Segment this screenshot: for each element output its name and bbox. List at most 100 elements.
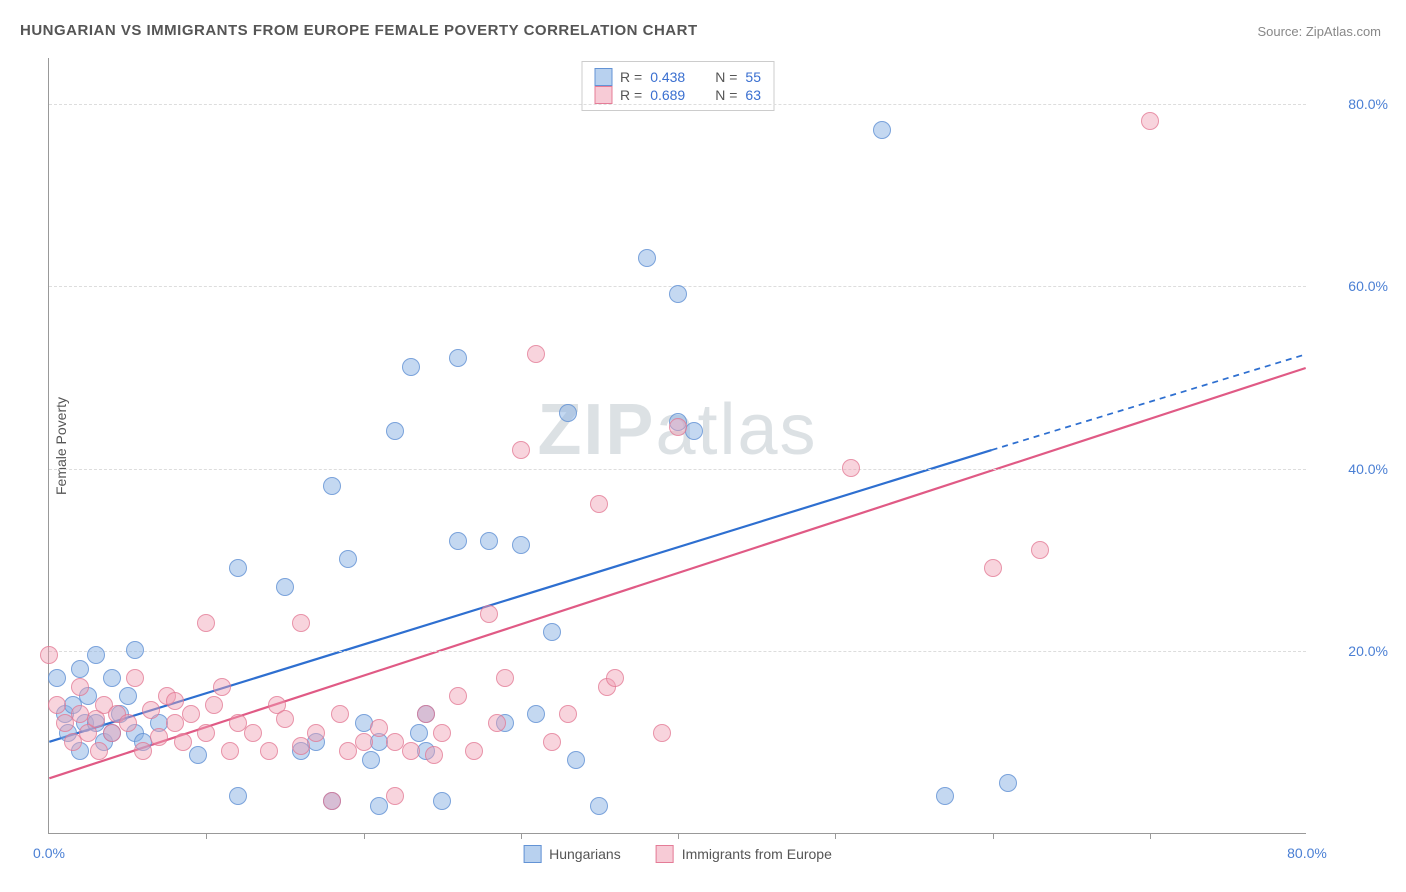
y-tick-label: 20.0% [1348, 643, 1388, 659]
x-tick-mark [206, 833, 207, 839]
n-label: N = [715, 87, 737, 103]
data-point [543, 733, 561, 751]
data-point [488, 714, 506, 732]
data-point [512, 536, 530, 554]
data-point [48, 669, 66, 687]
data-point [402, 358, 420, 376]
data-point [984, 559, 1002, 577]
x-tick-mark [993, 833, 994, 839]
legend-series-label: Hungarians [549, 846, 621, 862]
data-point [174, 733, 192, 751]
data-point [417, 705, 435, 723]
legend-series-item: Immigrants from Europe [656, 845, 832, 863]
data-point [244, 724, 262, 742]
data-point [119, 687, 137, 705]
data-point [182, 705, 200, 723]
data-point [425, 746, 443, 764]
data-point [496, 669, 514, 687]
legend-swatch [594, 86, 612, 104]
data-point [119, 714, 137, 732]
legend-series-item: Hungarians [523, 845, 621, 863]
data-point [559, 404, 577, 422]
data-point [1141, 112, 1159, 130]
data-point [213, 678, 231, 696]
x-tick-mark [678, 833, 679, 839]
legend-swatch [523, 845, 541, 863]
data-point [276, 710, 294, 728]
r-label: R = [620, 87, 642, 103]
data-point [606, 669, 624, 687]
source-attribution: Source: ZipAtlas.com [1257, 24, 1381, 39]
data-point [362, 751, 380, 769]
legend-swatch [656, 845, 674, 863]
data-point [48, 696, 66, 714]
data-point [402, 742, 420, 760]
data-point [653, 724, 671, 742]
data-point [638, 249, 656, 267]
gridline [49, 651, 1306, 652]
gridline [49, 104, 1306, 105]
data-point [842, 459, 860, 477]
data-point [71, 660, 89, 678]
data-point [410, 724, 428, 742]
data-point [307, 724, 325, 742]
data-point [873, 121, 891, 139]
data-point [512, 441, 530, 459]
scatter-plot-area: ZIPatlas R =0.438N =55R =0.689N =63 Hung… [48, 58, 1306, 834]
data-point [527, 345, 545, 363]
data-point [433, 724, 451, 742]
data-point [221, 742, 239, 760]
data-point [323, 792, 341, 810]
data-point [465, 742, 483, 760]
x-tick-mark [1150, 833, 1151, 839]
data-point [590, 495, 608, 513]
data-point [103, 669, 121, 687]
data-point [276, 578, 294, 596]
data-point [999, 774, 1017, 792]
data-point [189, 746, 207, 764]
trend-line [49, 450, 991, 742]
n-value: 55 [745, 69, 761, 85]
data-point [449, 687, 467, 705]
data-point [197, 724, 215, 742]
data-point [339, 550, 357, 568]
data-point [449, 349, 467, 367]
x-tick-label: 0.0% [33, 845, 65, 861]
r-label: R = [620, 69, 642, 85]
data-point [260, 742, 278, 760]
x-tick-mark [835, 833, 836, 839]
n-value: 63 [745, 87, 761, 103]
trend-line-extrapolated [992, 354, 1306, 450]
r-value: 0.689 [650, 87, 685, 103]
y-tick-label: 60.0% [1348, 278, 1388, 294]
data-point [205, 696, 223, 714]
data-point [87, 646, 105, 664]
data-point [480, 532, 498, 550]
data-point [559, 705, 577, 723]
data-point [480, 605, 498, 623]
data-point [386, 787, 404, 805]
data-point [292, 737, 310, 755]
x-tick-mark [521, 833, 522, 839]
data-point [1031, 541, 1049, 559]
legend-swatch [594, 68, 612, 86]
data-point [669, 285, 687, 303]
data-point [229, 559, 247, 577]
data-point [527, 705, 545, 723]
data-point [142, 701, 160, 719]
data-point [292, 614, 310, 632]
data-point [323, 477, 341, 495]
data-point [543, 623, 561, 641]
data-point [370, 719, 388, 737]
legend-series: Hungarians Immigrants from Europe [523, 845, 832, 863]
data-point [40, 646, 58, 664]
data-point [166, 692, 184, 710]
data-point [433, 792, 451, 810]
data-point [71, 678, 89, 696]
data-point [355, 733, 373, 751]
data-point [590, 797, 608, 815]
gridline [49, 469, 1306, 470]
data-point [567, 751, 585, 769]
data-point [229, 787, 247, 805]
chart-title: HUNGARIAN VS IMMIGRANTS FROM EUROPE FEMA… [20, 22, 698, 39]
